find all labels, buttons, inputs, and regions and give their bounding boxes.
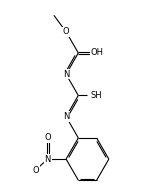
Text: N: N <box>45 155 51 164</box>
Text: O: O <box>63 27 69 36</box>
Text: SH: SH <box>90 91 102 100</box>
Text: OH: OH <box>90 48 104 57</box>
Text: O: O <box>32 166 39 174</box>
Text: O: O <box>44 133 51 142</box>
Text: N: N <box>63 70 69 79</box>
Text: N: N <box>63 112 69 121</box>
